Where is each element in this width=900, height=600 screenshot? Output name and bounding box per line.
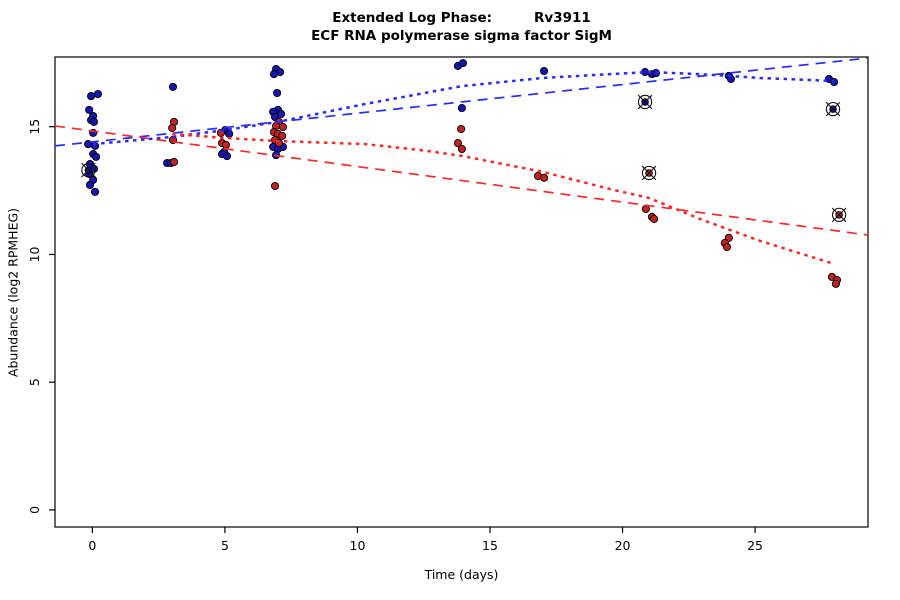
data-point-red: [278, 122, 288, 132]
chart-title-prefix: Extended Log Phase:: [332, 10, 492, 26]
flagged-point-circle: [637, 94, 653, 110]
flagged-point-cross: [637, 94, 653, 110]
flagged-point-cross: [831, 207, 847, 223]
data-point-blue: [457, 104, 466, 113]
data-point-red: [270, 181, 280, 191]
data-point-blue: [540, 66, 549, 76]
y-tick-label: 0: [27, 506, 42, 514]
x-tick-label: 15: [482, 538, 498, 553]
trend-line-blue-linear-fit: [54, 57, 869, 147]
x-tick-label: 20: [615, 538, 631, 553]
data-point-red: [540, 173, 549, 182]
y-tick-label: 5: [27, 378, 42, 386]
data-point-blue: [225, 129, 234, 138]
x-tick-label: 5: [221, 538, 229, 553]
data-point-blue: [93, 89, 102, 99]
data-point-blue: [92, 152, 101, 161]
y-tick-label: 10: [27, 246, 42, 262]
chart-subtitle: ECF RNA polymerase sigma factor SigM: [311, 28, 612, 44]
data-point-red: [457, 124, 466, 134]
y-axis-label: Abundance (log2 RPMHEG): [5, 207, 21, 378]
data-point-blue: [89, 117, 99, 126]
data-point-red: [453, 139, 462, 148]
chart-title: Extended Log Phase: Rv3911: [23, 9, 900, 27]
flagged-point-circle: [831, 207, 847, 223]
x-tick-label: 25: [747, 538, 763, 553]
x-tick-label: 0: [88, 538, 96, 553]
data-point-blue: [458, 59, 468, 68]
plot-border: [54, 56, 869, 528]
flagged-point-cross: [641, 165, 657, 181]
data-point-blue: [87, 92, 96, 101]
data-point-red: [457, 144, 466, 154]
x-tick-label: 10: [350, 538, 366, 553]
data-point-blue: [222, 152, 232, 161]
data-point-red: [169, 157, 179, 167]
trend-line-red-smooth-fit: [172, 132, 835, 266]
trend-line-red-linear-fit: [54, 125, 869, 236]
flagged-point-circle: [641, 165, 657, 181]
chart-title-gene: Rv3911: [534, 10, 591, 26]
flagged-point-circle: [825, 101, 841, 117]
data-point-red: [650, 214, 659, 223]
data-point-blue: [273, 88, 282, 98]
flagged-point-cross: [81, 162, 96, 178]
data-point-red: [641, 204, 650, 214]
data-point-red: [221, 140, 231, 149]
data-point-red: [831, 279, 840, 288]
data-point-red: [278, 131, 287, 140]
data-point-blue: [90, 187, 100, 196]
data-point-blue: [168, 82, 178, 91]
x-axis-label: Time (days): [424, 567, 499, 582]
flagged-point-cross: [825, 101, 841, 117]
flagged-point-circle: [81, 163, 96, 178]
data-point-blue: [85, 180, 95, 190]
data-point-red: [168, 123, 177, 133]
data-point-red: [722, 242, 732, 252]
data-point-blue: [85, 105, 94, 114]
data-point-blue: [269, 70, 279, 79]
y-tick-label: 15: [27, 119, 42, 135]
